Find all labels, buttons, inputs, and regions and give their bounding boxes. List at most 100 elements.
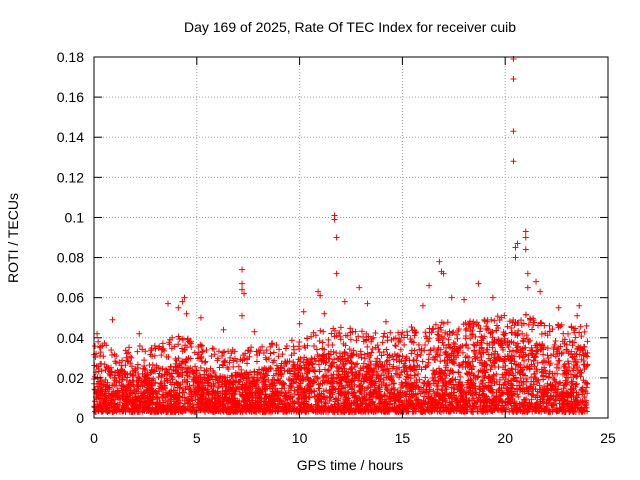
data-point <box>357 365 364 372</box>
data-point <box>138 399 145 406</box>
data-point <box>556 380 563 387</box>
data-point <box>129 408 136 415</box>
data-point <box>534 359 541 366</box>
data-point <box>233 408 240 415</box>
data-point <box>381 393 388 400</box>
data-point <box>566 364 573 371</box>
data-point <box>442 397 449 404</box>
data-point <box>529 408 536 415</box>
data-point <box>394 352 401 359</box>
data-point <box>178 372 185 379</box>
data-point <box>491 380 498 387</box>
data-point <box>351 381 358 388</box>
data-point <box>366 402 373 409</box>
data-point <box>151 367 158 374</box>
data-point <box>580 361 587 368</box>
data-point <box>531 404 538 411</box>
data-point <box>535 377 542 384</box>
data-point <box>357 389 364 396</box>
data-point <box>463 395 470 402</box>
data-point <box>355 406 362 413</box>
y-tick-label: 0.04 <box>57 330 84 346</box>
data-point <box>176 362 183 369</box>
data-point <box>290 367 297 374</box>
data-point <box>375 375 382 382</box>
data-point <box>167 398 174 405</box>
data-point <box>316 385 323 392</box>
data-point <box>388 376 395 383</box>
data-point <box>243 408 250 415</box>
data-point <box>102 393 109 400</box>
data-point <box>306 368 313 375</box>
data-point <box>490 398 497 405</box>
data-point <box>280 380 287 387</box>
data-point <box>468 377 475 384</box>
data-point <box>355 371 362 378</box>
data-point <box>314 375 321 382</box>
data-point <box>215 348 222 355</box>
data-point <box>356 395 363 402</box>
data-point <box>571 355 578 362</box>
data-point <box>343 397 350 404</box>
data-point <box>325 342 332 349</box>
data-point <box>401 341 408 348</box>
data-point <box>420 379 427 386</box>
data-point <box>499 344 506 351</box>
data-point <box>402 383 409 390</box>
y-axis-label: ROTI / TECUs <box>5 193 21 283</box>
data-point <box>474 398 481 405</box>
data-point <box>532 354 539 361</box>
data-point <box>182 385 189 392</box>
data-point <box>570 408 577 415</box>
data-point <box>506 339 513 346</box>
data-point <box>485 351 492 358</box>
data-point <box>450 339 457 346</box>
data-point <box>550 393 557 400</box>
data-point <box>422 400 429 407</box>
data-point <box>532 401 539 408</box>
data-point <box>244 360 251 367</box>
data-point <box>517 361 524 368</box>
data-point <box>152 405 159 412</box>
x-tick-label: 5 <box>193 430 201 446</box>
data-point <box>220 406 227 413</box>
data-point <box>101 361 108 368</box>
data-point <box>182 407 189 414</box>
data-point <box>517 375 524 382</box>
data-point <box>532 375 539 382</box>
data-point <box>251 380 258 387</box>
data-point <box>531 371 538 378</box>
data-point <box>92 386 99 393</box>
data-point <box>514 369 521 376</box>
data-point <box>285 387 292 394</box>
data-point <box>437 405 444 412</box>
data-point <box>372 378 379 385</box>
data-point <box>95 363 102 370</box>
data-point <box>188 395 195 402</box>
data-point <box>122 386 129 393</box>
data-point <box>306 378 313 385</box>
data-point <box>270 402 277 409</box>
data-point <box>140 390 147 397</box>
data-point <box>287 377 294 384</box>
data-point <box>378 363 385 370</box>
data-point <box>108 346 115 353</box>
data-point <box>578 333 585 340</box>
data-point <box>578 356 585 363</box>
data-point <box>325 404 332 411</box>
data-point <box>369 346 376 353</box>
data-point <box>262 383 269 390</box>
data-point <box>578 369 585 376</box>
data-point <box>541 322 548 329</box>
data-point <box>92 343 99 350</box>
data-point <box>94 390 101 397</box>
data-point <box>397 346 404 353</box>
data-point <box>149 400 156 407</box>
data-point <box>277 364 284 371</box>
data-point <box>461 399 468 406</box>
data-point <box>496 396 503 403</box>
data-point <box>289 403 296 410</box>
data-point <box>520 335 527 342</box>
data-point <box>170 366 177 373</box>
